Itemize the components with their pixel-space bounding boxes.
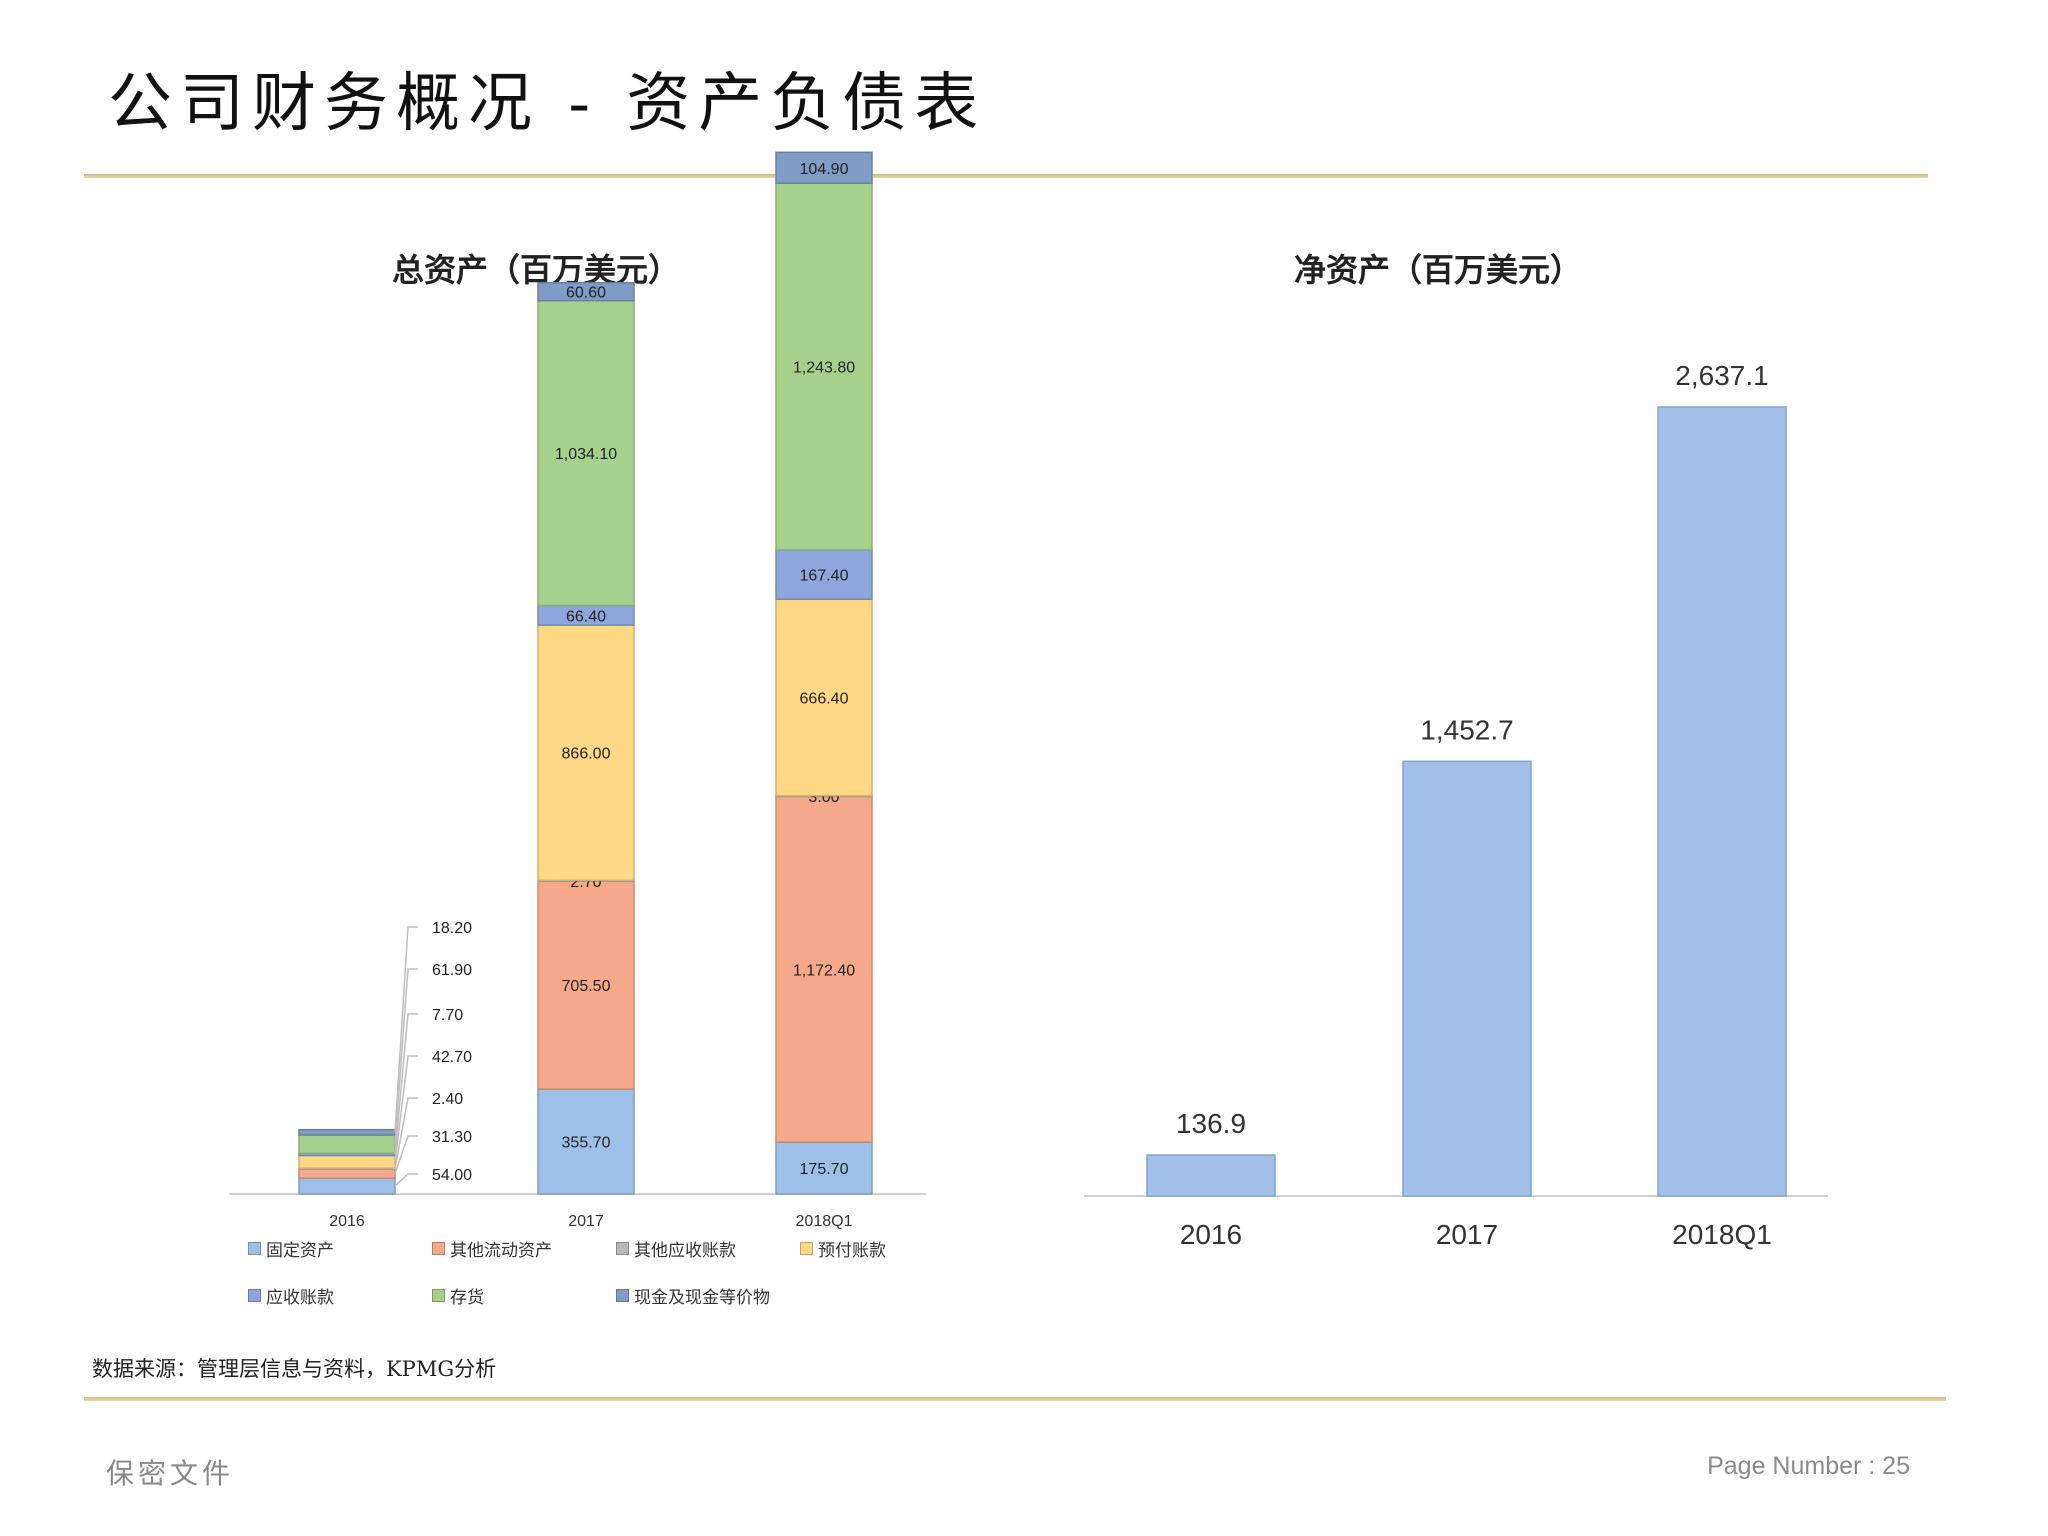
net-asset-bar-2018Q1 [1657,406,1787,1197]
bar-segment-2017-现金及现金等价物 [537,282,635,302]
legend-swatch [432,1242,445,1255]
x-tick-label-2017: 2017 [568,1213,604,1230]
data-label-2016-预付账款: 42.70 [432,1049,472,1066]
leader-line-2016-现金及现金等价物 [394,926,418,1133]
data-label-2016-固定资产: 54.00 [432,1167,472,1184]
legend-swatch [800,1242,813,1255]
bar-segment-2017-其他流动资产 [537,880,635,1090]
bar-segment-2018Q1-预付账款 [775,598,873,797]
total-assets-legend: 固定资产 其他流动资产 其他应收账款 预付账款应收账款 存货 现金及现金等价物 [248,1236,948,1308]
data-label-2018Q1-现金及现金等价物: 104.90 [800,161,849,178]
legend-item: 存货 [432,1283,616,1308]
data-label-2018Q1-应收账款: 167.40 [800,568,849,585]
legend-item: 预付账款 [800,1236,960,1261]
bar-segment-2016-现金及现金等价物 [298,1128,396,1136]
x-tick-label-net-2016: 2016 [1180,1219,1242,1250]
legend-item: 其他应收账款 [616,1236,800,1261]
legend-label: 应收账款 [266,1288,334,1308]
data-label-2016-其他应收账款: 2.40 [432,1091,463,1108]
header-divider [84,174,1928,178]
bar-segment-2018Q1-现金及现金等价物 [775,151,873,184]
data-label-2018Q1-预付账款: 666.40 [800,690,849,707]
bar-segment-2018Q1-固定资产 [775,1141,873,1195]
footer-divider [84,1397,1946,1401]
legend-label: 其他应收账款 [634,1241,736,1261]
legend-label: 固定资产 [266,1241,334,1261]
page-number: Page Number : 25 [1707,1452,1910,1480]
legend-swatch [248,1289,261,1302]
x-tick-label-2018Q1: 2018Q1 [796,1213,853,1230]
data-label-2016-应收账款: 7.70 [432,1007,463,1024]
bar-segment-2016-预付账款 [298,1154,396,1169]
x-tick-label-2016: 2016 [329,1213,365,1230]
legend-item: 其他流动资产 [432,1236,616,1261]
net-assets-chart-title: 净资产（百万美元） [1293,251,1583,289]
data-label-2016-存货: 61.90 [432,962,472,979]
legend-label: 预付账款 [818,1241,886,1261]
net-asset-bar-2017 [1402,760,1532,1197]
page-title: 公司财务概况 - 资产负债表 [108,67,987,141]
data-label-2018Q1-其他流动资产: 1,172.40 [793,962,855,979]
legend-label: 存货 [450,1288,484,1308]
legend-label: 其他流动资产 [450,1241,552,1261]
data-label-2018Q1-存货: 1,243.80 [793,360,855,377]
net-asset-bar-2016 [1146,1154,1276,1197]
bar-segment-2018Q1-应收账款 [775,549,873,600]
bar-segment-2016-固定资产 [298,1177,396,1195]
legend-label: 现金及现金等价物 [634,1288,770,1308]
bar-segment-2017-存货 [537,299,635,607]
legend-swatch [248,1242,261,1255]
leader-line-2016-其他流动资产 [394,1135,418,1174]
legend-swatch [616,1289,629,1302]
leader-line-2016-固定资产 [394,1173,418,1187]
legend-item: 应收账款 [248,1283,432,1308]
leader-line-2016-预付账款 [394,1055,418,1162]
net-asset-value-2017: 1,452.7 [1420,714,1513,745]
leader-line-2016-存货 [394,968,418,1145]
confidential-label: 保密文件 [106,1457,235,1490]
data-label-2017-预付账款: 866.00 [562,746,611,763]
legend-swatch [432,1289,445,1302]
bar-segment-2018Q1-其他流动资产 [775,795,873,1143]
data-label-2017-固定资产: 355.70 [562,1135,611,1152]
legend-swatch [616,1242,629,1255]
data-label-2018Q1-固定资产: 175.70 [800,1161,849,1178]
data-label-2016-其他流动资产: 31.30 [432,1129,472,1146]
data-label-2017-应收账款: 66.40 [566,608,606,625]
data-label-2017-现金及现金等价物: 60.60 [566,285,606,302]
bar-segment-2018Q1-存货 [775,182,873,551]
x-tick-label-net-2018Q1: 2018Q1 [1672,1219,1772,1250]
leader-line-2016-应收账款 [394,1013,418,1155]
net-asset-value-2016: 136.9 [1176,1108,1246,1139]
legend-item: 固定资产 [248,1236,432,1261]
data-label-2017-其他流动资产: 705.50 [562,978,611,995]
data-source-note: 数据来源：管理层信息与资料，KPMG分析 [92,1357,497,1381]
legend-item: 现金及现金等价物 [616,1283,800,1308]
bar-segment-2017-固定资产 [537,1088,635,1195]
data-label-2016-现金及现金等价物: 18.20 [432,920,472,937]
data-label-2017-存货: 1,034.10 [555,446,617,463]
bar-segment-2016-存货 [298,1134,396,1155]
leader-line-2016-其他应收账款 [394,1097,418,1169]
bar-segment-2016-其他流动资产 [298,1168,396,1179]
net-asset-value-2018Q1: 2,637.1 [1675,360,1768,391]
x-tick-label-net-2017: 2017 [1436,1219,1498,1250]
